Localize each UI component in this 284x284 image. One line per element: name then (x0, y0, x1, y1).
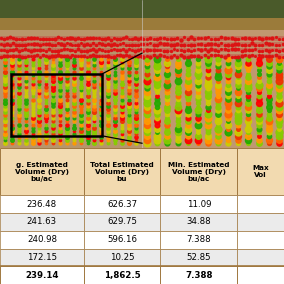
Bar (0, 148, 84, 195)
Bar (84, 231, 160, 248)
Bar (84, 148, 160, 195)
Text: 34.88: 34.88 (187, 218, 211, 226)
Bar (0, 36, 284, 41)
Bar (142, 0, 284, 148)
Bar (0, 54, 284, 58)
Bar (237, 195, 284, 213)
Text: 172.15: 172.15 (27, 253, 57, 262)
Bar (0, 0, 142, 148)
Text: g. Estimated
Volume (Dry)
bu/ac: g. Estimated Volume (Dry) bu/ac (15, 162, 69, 181)
Bar (160, 148, 237, 195)
Bar (0, 195, 84, 213)
Text: 7.388: 7.388 (185, 271, 212, 280)
Text: 7.388: 7.388 (187, 235, 211, 244)
Bar (160, 195, 237, 213)
Bar (237, 213, 284, 231)
Bar (11, 74, 102, 136)
Text: 241.63: 241.63 (27, 218, 57, 226)
Text: Min. Estimated
Volume (Dry)
bu/ac: Min. Estimated Volume (Dry) bu/ac (168, 162, 229, 181)
Bar (0, 213, 84, 231)
Text: 240.98: 240.98 (27, 235, 57, 244)
Text: 629.75: 629.75 (107, 218, 137, 226)
Bar (160, 248, 237, 266)
Text: Max
Vol: Max Vol (252, 165, 269, 178)
Text: 626.37: 626.37 (107, 200, 137, 209)
Text: 11.09: 11.09 (187, 200, 211, 209)
Bar (237, 231, 284, 248)
Bar (237, 148, 284, 195)
Bar (84, 248, 160, 266)
Bar (84, 195, 160, 213)
Text: 239.14: 239.14 (25, 271, 59, 280)
Text: 52.85: 52.85 (187, 253, 211, 262)
Bar (160, 231, 237, 248)
Text: Total Estimated
Volume (Dry)
bu: Total Estimated Volume (Dry) bu (90, 162, 154, 181)
Bar (84, 213, 160, 231)
Text: 1,862.5: 1,862.5 (104, 271, 140, 280)
Bar (0, 48, 284, 53)
Bar (0, 248, 84, 266)
Text: 10.25: 10.25 (110, 253, 134, 262)
Bar (0, 18, 284, 30)
Bar (0, 0, 284, 19)
Bar (0, 231, 84, 248)
Bar (0, 42, 284, 47)
Bar (84, 266, 160, 284)
Bar (160, 213, 237, 231)
Text: 236.48: 236.48 (27, 200, 57, 209)
Bar (160, 266, 237, 284)
Text: 596.16: 596.16 (107, 235, 137, 244)
Bar (237, 248, 284, 266)
Bar (0, 266, 84, 284)
Bar (237, 266, 284, 284)
